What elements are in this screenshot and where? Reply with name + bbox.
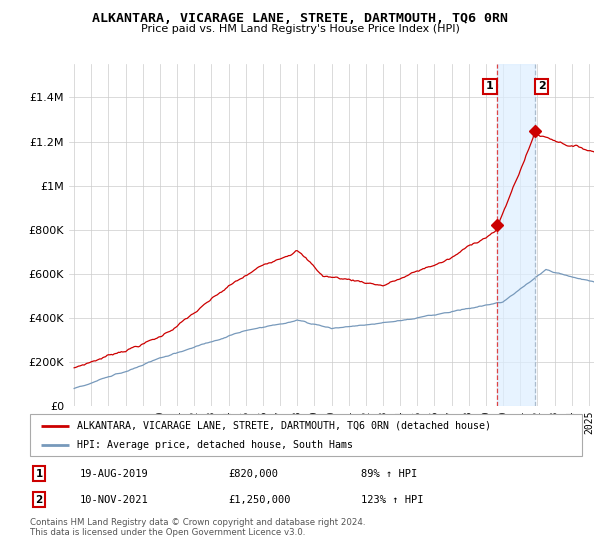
Text: 1: 1: [35, 469, 43, 479]
Text: 10-NOV-2021: 10-NOV-2021: [80, 494, 148, 505]
Text: 89% ↑ HPI: 89% ↑ HPI: [361, 469, 418, 479]
Text: Contains HM Land Registry data © Crown copyright and database right 2024.
This d: Contains HM Land Registry data © Crown c…: [30, 518, 365, 538]
Text: 1: 1: [486, 82, 494, 91]
Text: HPI: Average price, detached house, South Hams: HPI: Average price, detached house, Sout…: [77, 440, 353, 450]
Bar: [497, 64, 535, 406]
Text: 2: 2: [538, 82, 546, 91]
FancyBboxPatch shape: [30, 414, 582, 456]
Text: ALKANTARA, VICARAGE LANE, STRETE, DARTMOUTH, TQ6 0RN: ALKANTARA, VICARAGE LANE, STRETE, DARTMO…: [92, 12, 508, 25]
Text: 123% ↑ HPI: 123% ↑ HPI: [361, 494, 424, 505]
Text: £1,250,000: £1,250,000: [229, 494, 291, 505]
Text: ALKANTARA, VICARAGE LANE, STRETE, DARTMOUTH, TQ6 0RN (detached house): ALKANTARA, VICARAGE LANE, STRETE, DARTMO…: [77, 421, 491, 431]
Text: 19-AUG-2019: 19-AUG-2019: [80, 469, 148, 479]
Text: 2: 2: [35, 494, 43, 505]
Text: Price paid vs. HM Land Registry's House Price Index (HPI): Price paid vs. HM Land Registry's House …: [140, 24, 460, 34]
Text: £820,000: £820,000: [229, 469, 279, 479]
